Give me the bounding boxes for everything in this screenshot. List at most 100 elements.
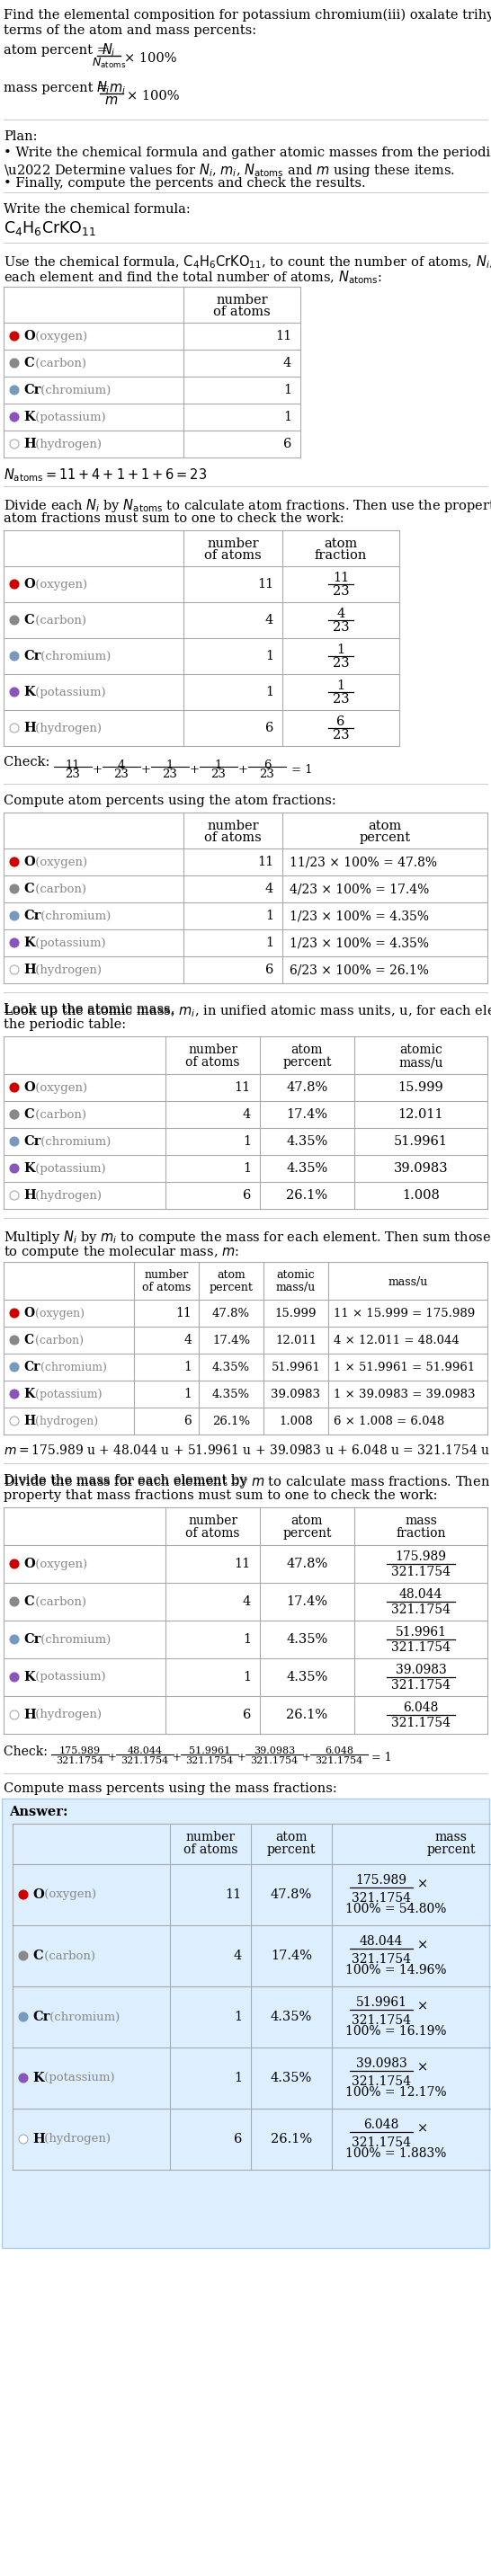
Text: 23: 23 [332, 621, 349, 634]
Circle shape [10, 1388, 19, 1399]
Text: × 100%: × 100% [127, 90, 179, 103]
Text: Divide each $N_i$ by $N_\mathrm{atoms}$ to calculate atom fractions. Then use th: Divide each $N_i$ by $N_\mathrm{atoms}$ … [3, 497, 491, 515]
Text: percent: percent [283, 1528, 331, 1540]
Text: 4: 4 [118, 760, 125, 770]
Text: 51.9961: 51.9961 [355, 1996, 407, 2009]
Text: O: O [24, 577, 35, 590]
Circle shape [10, 858, 19, 866]
Text: atomic: atomic [276, 1270, 315, 1280]
Text: 4: 4 [265, 884, 273, 896]
Text: 39.0983: 39.0983 [395, 1664, 446, 1677]
Text: 1: 1 [234, 2012, 242, 2022]
Text: 1 × 39.0983 = 39.0983: 1 × 39.0983 = 39.0983 [333, 1388, 475, 1399]
Text: 11: 11 [65, 760, 81, 770]
Text: atom: atom [291, 1043, 323, 1056]
Text: 4: 4 [184, 1334, 191, 1347]
Text: H: H [24, 1190, 36, 1203]
Text: 15.999: 15.999 [398, 1082, 444, 1095]
Text: O: O [24, 1306, 34, 1319]
Text: 51.9961: 51.9961 [271, 1360, 321, 1373]
Text: Find the elemental composition for potassium chromium(iii) oxalate trihydrate in: Find the elemental composition for potas… [3, 8, 491, 23]
Text: number: number [188, 1515, 238, 1528]
Circle shape [10, 440, 19, 448]
Text: K: K [24, 685, 35, 698]
Text: $m$: $m$ [105, 95, 118, 108]
Text: number: number [216, 294, 268, 307]
Text: Cr: Cr [24, 649, 41, 662]
Text: 39.0983: 39.0983 [394, 1162, 448, 1175]
Circle shape [10, 1636, 19, 1643]
Circle shape [19, 1953, 28, 1960]
Text: 1 × 51.9961 = 51.9961: 1 × 51.9961 = 51.9961 [333, 1360, 475, 1373]
Text: (hydrogen): (hydrogen) [40, 2133, 110, 2146]
FancyBboxPatch shape [2, 1798, 489, 2249]
Text: 11 × 15.999 = 175.989: 11 × 15.999 = 175.989 [333, 1309, 475, 1319]
Text: 4: 4 [243, 1595, 251, 1607]
Text: property that mass fractions must sum to one to check the work:: property that mass fractions must sum to… [3, 1489, 437, 1502]
Text: of atoms: of atoms [183, 1844, 238, 1857]
Text: mass: mass [405, 1515, 437, 1528]
Text: 48.044: 48.044 [399, 1589, 442, 1600]
Text: H: H [24, 721, 36, 734]
Text: mass/u: mass/u [388, 1275, 428, 1288]
Text: of atoms: of atoms [186, 1528, 240, 1540]
Text: Divide the mass for each element by $m$ to calculate mass fractions. Then use th: Divide the mass for each element by $m$ … [3, 1473, 491, 1492]
Circle shape [10, 884, 19, 894]
Text: 26.1%: 26.1% [286, 1708, 328, 1721]
Text: mass/u: mass/u [399, 1056, 443, 1069]
Text: 1: 1 [184, 1360, 191, 1373]
Text: (potassium): (potassium) [40, 2071, 115, 2084]
Text: 4: 4 [243, 1108, 251, 1121]
Circle shape [10, 616, 19, 623]
Text: (chromium): (chromium) [37, 1136, 111, 1146]
Text: Cr: Cr [24, 1633, 41, 1646]
Text: = 1: = 1 [291, 765, 313, 775]
Text: 1: 1 [243, 1633, 251, 1646]
Text: +: + [238, 1752, 246, 1765]
Text: 4.35%: 4.35% [212, 1388, 250, 1399]
Text: 321.1754: 321.1754 [186, 1757, 234, 1765]
Text: of atoms: of atoms [204, 549, 262, 562]
Text: 48.044: 48.044 [127, 1747, 163, 1754]
Circle shape [10, 580, 19, 590]
Text: 4.35%: 4.35% [271, 2071, 312, 2084]
Text: 6: 6 [234, 2133, 242, 2146]
Text: (hydrogen): (hydrogen) [31, 1190, 102, 1200]
Text: (potassium): (potassium) [31, 412, 106, 422]
Text: Write the chemical formula:: Write the chemical formula: [3, 204, 191, 216]
Text: Cr: Cr [24, 384, 41, 397]
Text: H: H [24, 963, 36, 976]
Text: atom: atom [217, 1270, 246, 1280]
Text: 17.4%: 17.4% [286, 1595, 328, 1607]
Text: 321.1754: 321.1754 [352, 2136, 411, 2148]
Circle shape [10, 1334, 19, 1345]
Text: mass percent =: mass percent = [3, 82, 112, 95]
Text: 6/23 × 100% = 26.1%: 6/23 × 100% = 26.1% [290, 963, 429, 976]
Text: 1: 1 [265, 649, 273, 662]
Text: percent: percent [267, 1844, 316, 1857]
Text: 47.8%: 47.8% [286, 1082, 328, 1095]
Circle shape [19, 2136, 28, 2143]
Text: 4.35%: 4.35% [286, 1633, 328, 1646]
Text: C: C [24, 884, 34, 896]
Text: fraction: fraction [396, 1528, 446, 1540]
Text: number: number [207, 538, 259, 551]
Text: 1: 1 [234, 2071, 242, 2084]
Text: 6: 6 [337, 716, 345, 729]
Text: (chromium): (chromium) [37, 384, 111, 397]
Text: number: number [144, 1270, 189, 1280]
Text: 321.1754: 321.1754 [121, 1757, 169, 1765]
Text: × 100%: × 100% [124, 52, 177, 64]
Text: (potassium): (potassium) [31, 938, 106, 948]
Text: 17.4%: 17.4% [271, 1950, 312, 1963]
Text: $N_\mathrm{atoms}$: $N_\mathrm{atoms}$ [92, 57, 126, 70]
Text: 1/23 × 100% = 4.35%: 1/23 × 100% = 4.35% [290, 938, 429, 948]
Text: 11: 11 [235, 1558, 251, 1571]
Text: 4: 4 [283, 358, 291, 368]
Text: H: H [32, 2133, 45, 2146]
Text: Answer:: Answer: [9, 1806, 68, 1819]
Text: C: C [24, 358, 34, 368]
Text: O: O [24, 1082, 35, 1095]
Text: C: C [32, 1950, 43, 1963]
Text: 1: 1 [166, 760, 174, 770]
